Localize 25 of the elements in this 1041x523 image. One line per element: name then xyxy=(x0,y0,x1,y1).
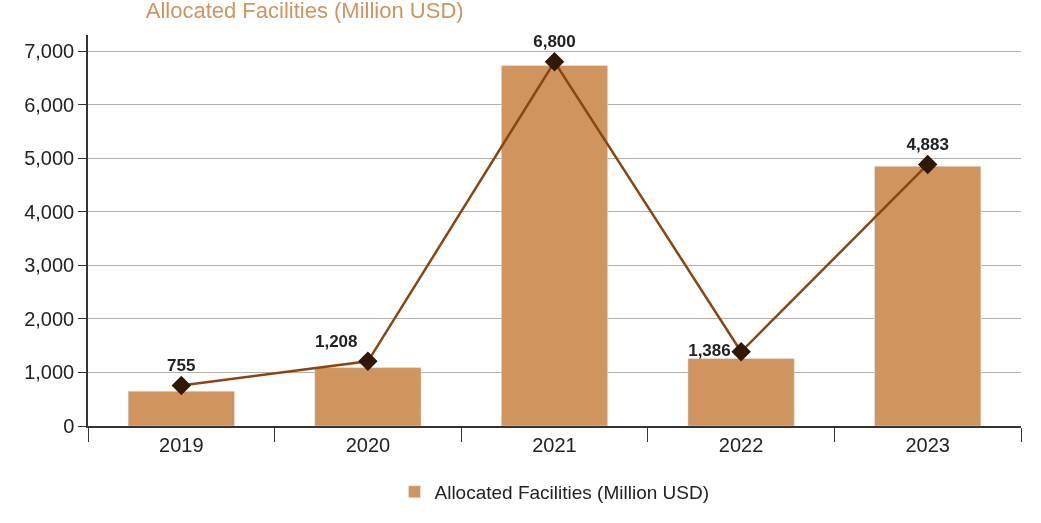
bar xyxy=(314,367,422,426)
y-tick-label: 3,000 xyxy=(24,254,75,277)
bar xyxy=(501,65,608,426)
y-tick-label: 4,000 xyxy=(24,200,75,223)
bar xyxy=(687,358,795,426)
bar xyxy=(874,165,982,426)
x-tick-label: 2021 xyxy=(532,433,577,456)
y-tick-label: 1,000 xyxy=(24,361,75,384)
y-tick-label: 2,000 xyxy=(24,307,75,330)
data-label: 4,883 xyxy=(906,134,949,154)
data-label: 1,386 xyxy=(688,341,731,361)
x-tick-label: 2023 xyxy=(905,433,950,456)
data-label: 1,208 xyxy=(314,331,358,351)
x-tick-label: 2022 xyxy=(718,433,764,456)
chart-title: Allocated Facilities (Million USD) xyxy=(145,0,464,24)
y-tick-label: 7,000 xyxy=(24,40,75,63)
y-tick-label: 5,000 xyxy=(24,147,75,170)
legend-label: Allocated Facilities (Million USD) xyxy=(434,482,710,504)
bar xyxy=(127,390,235,426)
data-label: 6,800 xyxy=(533,32,576,52)
x-tick-label: 2020 xyxy=(345,433,391,456)
y-tick-label: 6,000 xyxy=(24,93,75,116)
y-tick-label: 0 xyxy=(63,415,75,437)
x-tick-label: 2019 xyxy=(159,433,204,456)
data-label: 755 xyxy=(167,355,196,375)
